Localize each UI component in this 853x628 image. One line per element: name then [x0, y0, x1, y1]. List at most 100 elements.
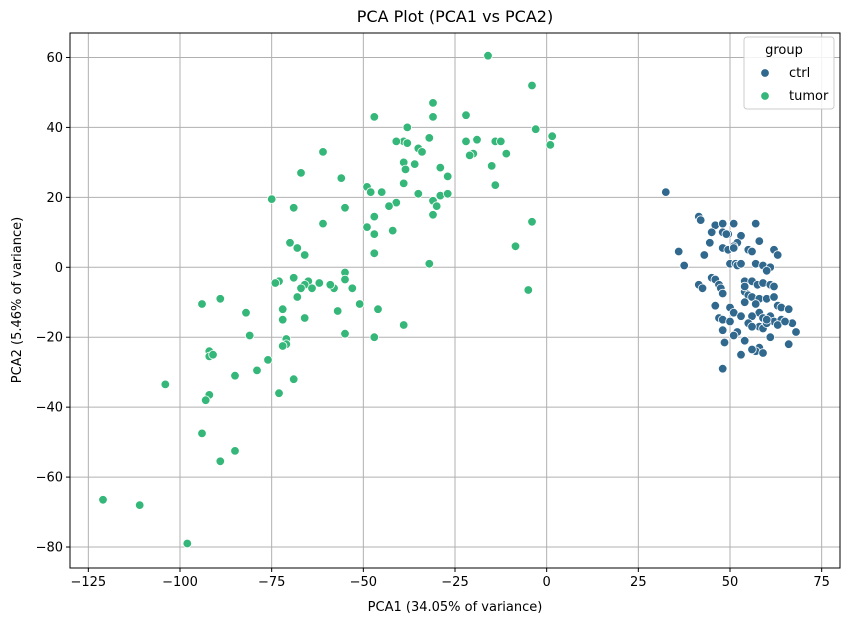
point-ctrl	[784, 339, 794, 349]
point-ctrl	[725, 316, 735, 327]
point-tumor	[333, 306, 343, 316]
point-ctrl	[780, 316, 790, 327]
point-ctrl	[718, 364, 728, 374]
point-tumor	[410, 159, 420, 169]
point-tumor	[300, 250, 310, 260]
point-tumor	[527, 217, 537, 227]
point-ctrl	[762, 315, 772, 325]
point-tumor	[435, 162, 446, 173]
point-tumor	[296, 283, 306, 294]
point-ctrl	[736, 311, 746, 321]
point-tumor	[296, 168, 306, 178]
point-tumor	[487, 161, 497, 171]
point-tumor	[340, 274, 350, 285]
point-tumor	[547, 131, 557, 141]
point-tumor	[285, 238, 295, 248]
point-ctrl	[661, 187, 671, 197]
y-tick-label: 0	[55, 261, 63, 276]
grid	[70, 33, 840, 568]
x-tick-label: −25	[441, 575, 468, 590]
point-tumor	[263, 355, 273, 365]
y-tick-label: 40	[46, 121, 63, 136]
x-tick-label: −125	[70, 575, 106, 590]
point-tumor	[292, 243, 303, 253]
point-ctrl	[747, 344, 757, 355]
point-tumor	[340, 329, 350, 339]
point-tumor	[278, 341, 288, 351]
point-tumor	[527, 80, 537, 91]
point-tumor	[483, 51, 493, 61]
legend-label-ctrl: ctrl	[789, 66, 810, 81]
point-tumor	[369, 229, 380, 239]
point-tumor	[289, 273, 299, 283]
point-tumor	[197, 428, 207, 439]
y-tick-label: 20	[46, 191, 63, 206]
point-tumor	[215, 456, 226, 467]
x-tick-label: 0	[543, 575, 551, 590]
point-tumor	[400, 164, 411, 175]
point-ctrl	[674, 246, 684, 257]
point-tumor	[98, 495, 108, 505]
point-tumor	[362, 222, 372, 232]
point-tumor	[496, 136, 506, 147]
legend-title: group	[765, 43, 803, 58]
point-tumor	[523, 285, 534, 295]
point-tumor	[197, 299, 207, 309]
point-tumor	[428, 210, 438, 220]
point-ctrl	[707, 227, 717, 238]
point-ctrl	[705, 238, 715, 248]
y-tick-label: 60	[46, 51, 63, 66]
point-ctrl	[747, 246, 757, 257]
point-tumor	[336, 173, 347, 183]
point-ctrl	[740, 281, 750, 292]
point-tumor	[402, 138, 413, 148]
point-tumor	[307, 283, 317, 294]
point-tumor	[432, 201, 442, 211]
point-tumor	[134, 500, 145, 510]
point-tumor	[300, 313, 310, 323]
point-tumor	[347, 283, 358, 294]
point-ctrl	[740, 336, 750, 346]
point-ctrl	[784, 304, 794, 314]
point-tumor	[200, 395, 211, 405]
point-tumor	[289, 374, 299, 384]
point-ctrl	[747, 322, 757, 332]
point-ctrl	[769, 281, 779, 292]
point-ctrl	[754, 236, 765, 246]
point-tumor	[215, 294, 226, 304]
point-ctrl	[758, 348, 768, 358]
point-tumor	[369, 211, 380, 222]
point-tumor	[461, 136, 471, 147]
point-tumor	[465, 150, 475, 161]
point-ctrl	[696, 215, 706, 225]
point-tumor	[369, 248, 380, 259]
y-tick-label: −80	[36, 541, 63, 556]
point-tumor	[369, 112, 380, 122]
point-ctrl	[740, 297, 750, 307]
point-tumor	[369, 332, 380, 342]
point-ctrl	[721, 229, 732, 239]
point-tumor	[267, 194, 277, 204]
point-ctrl	[773, 250, 783, 260]
point-tumor	[472, 134, 482, 145]
point-ctrl	[751, 218, 761, 229]
point-ctrl	[769, 292, 779, 302]
point-tumor	[443, 189, 453, 199]
point-tumor	[230, 446, 240, 456]
point-tumor	[373, 304, 383, 314]
point-tumor	[340, 203, 350, 213]
point-ctrl	[729, 243, 739, 253]
y-tick-label: −40	[36, 401, 63, 416]
x-tick-label: −50	[350, 575, 377, 590]
point-ctrl	[791, 327, 801, 337]
point-tumor	[388, 225, 398, 236]
chart-title: PCA Plot (PCA1 vs PCA2)	[357, 7, 553, 26]
point-tumor	[377, 187, 387, 197]
axis-ticks: −125 −100 −75 −50 −25 0 25 50 75 −80 −60 −40 −20 0 20 4…	[36, 51, 830, 590]
point-tumor	[208, 350, 218, 360]
point-tumor	[270, 278, 281, 288]
point-tumor	[501, 148, 512, 159]
legend-marker-tumor	[760, 91, 770, 101]
point-tumor	[461, 110, 471, 120]
point-tumor	[413, 189, 424, 199]
